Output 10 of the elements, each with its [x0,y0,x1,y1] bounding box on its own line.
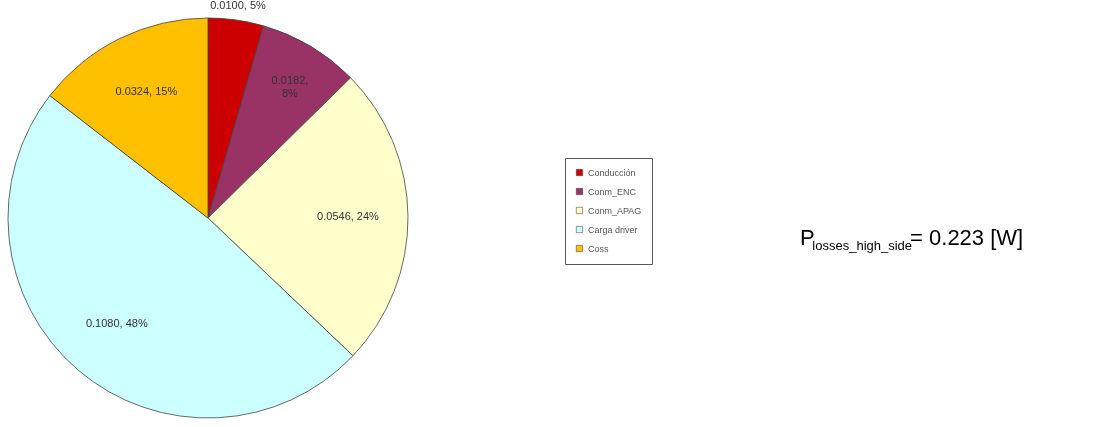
data-label: 0.0324, 15% [115,85,178,98]
legend-label: Conm_APAG [588,205,642,216]
data-label: 0.0182, 8% [271,73,309,99]
data-label: 0.0100, 5% [210,0,267,12]
data-label: 0.0546, 24% [317,209,380,222]
legend-label: Carga driver [588,224,638,235]
legend-label: Conm_ENC [588,186,637,197]
legend-label: Conducción [588,167,636,178]
legend-label: Coss [588,243,609,254]
data-label: 0.1080, 48% [85,317,148,330]
